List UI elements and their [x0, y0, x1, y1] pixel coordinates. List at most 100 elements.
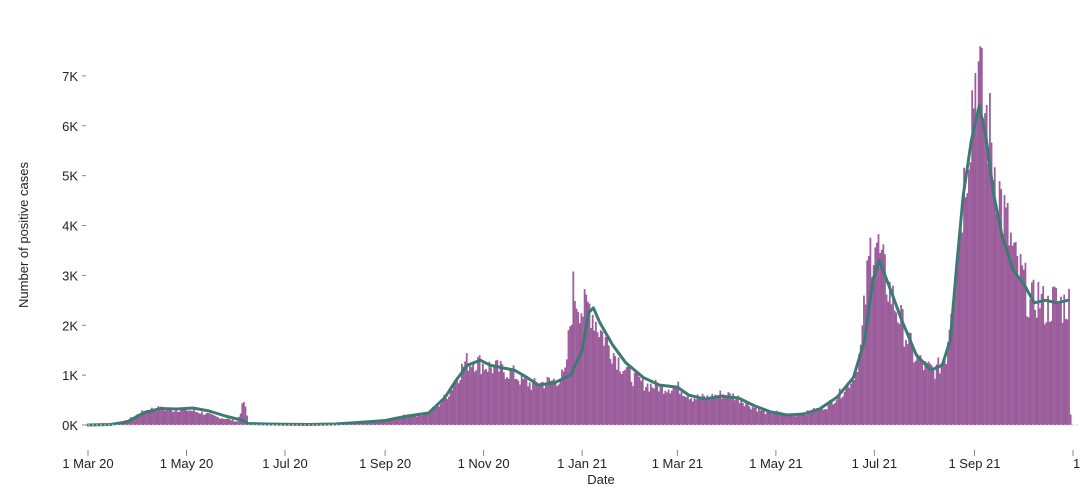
daily-cases-bar	[614, 356, 617, 425]
daily-cases-bar	[176, 411, 179, 425]
daily-cases-bar	[848, 387, 851, 425]
daily-cases-bar	[775, 410, 778, 425]
daily-cases-bar	[698, 397, 701, 425]
daily-cases-bar	[599, 330, 602, 425]
daily-cases-bar	[1069, 414, 1072, 425]
x-tick-label: 1 N	[1073, 456, 1080, 471]
daily-cases-bar	[420, 415, 423, 425]
daily-cases-bar	[150, 407, 153, 425]
daily-cases-bar	[202, 414, 205, 425]
daily-cases-bar	[412, 415, 415, 425]
daily-cases-bar	[433, 407, 436, 425]
daily-cases-bar	[407, 415, 410, 425]
daily-cases-bar	[771, 413, 773, 425]
daily-cases-bar	[246, 415, 249, 425]
daily-cases-bar	[772, 413, 775, 425]
x-axis-title: Date	[587, 472, 614, 487]
y-tick-label: 0K	[62, 418, 78, 433]
daily-cases-bar	[864, 304, 867, 425]
daily-cases-bar	[226, 418, 229, 425]
daily-cases-bar	[909, 332, 912, 425]
daily-cases-bar	[546, 376, 549, 425]
daily-cases-bar	[843, 391, 846, 425]
daily-cases-bar	[1035, 317, 1038, 425]
daily-cases-bar	[729, 393, 731, 425]
daily-cases-bar	[473, 371, 476, 425]
daily-cases-bar	[711, 393, 714, 425]
daily-cases-bar	[867, 255, 870, 425]
daily-cases-bar	[142, 412, 145, 425]
daily-cases-bar	[738, 403, 741, 425]
x-tick-label: 1 Sep 21	[948, 456, 1000, 471]
daily-cases-bar	[887, 301, 890, 425]
daily-cases-bar	[927, 361, 930, 425]
daily-cases-bar	[205, 412, 208, 425]
daily-cases-bar	[1060, 296, 1062, 425]
x-tick-label: 1 May 21	[749, 456, 802, 471]
y-tick-label: 2K	[62, 318, 78, 333]
daily-cases-bar	[1045, 322, 1048, 425]
daily-cases-bar	[958, 234, 961, 425]
daily-cases-bar	[533, 378, 536, 425]
daily-cases-bar	[872, 265, 875, 425]
daily-cases-bar	[829, 400, 831, 425]
daily-cases-bar	[564, 367, 567, 425]
daily-cases-bar	[691, 401, 694, 425]
daily-cases-bar	[457, 383, 460, 425]
daily-cases-bar	[888, 281, 891, 425]
daily-cases-bar	[209, 413, 211, 425]
x-tick-label: 1 Jan 21	[557, 456, 607, 471]
daily-cases-bar	[1021, 265, 1024, 425]
daily-cases-bar	[906, 343, 909, 425]
daily-cases-bar	[637, 374, 639, 425]
daily-cases-bar	[905, 339, 907, 425]
daily-cases-bar	[706, 395, 709, 425]
daily-cases-bar	[462, 366, 465, 425]
daily-cases-bar	[218, 418, 221, 425]
daily-cases-bar	[830, 400, 833, 425]
daily-cases-bar	[814, 411, 817, 425]
daily-cases-bar	[982, 118, 985, 425]
daily-cases-bar	[858, 354, 860, 425]
daily-cases-bar	[1039, 308, 1041, 425]
daily-cases-bar	[1063, 294, 1066, 425]
daily-cases-bar	[661, 384, 663, 425]
line-layer	[86, 104, 1070, 427]
daily-cases-bar	[593, 330, 596, 425]
daily-cases-bar	[682, 396, 684, 425]
daily-cases-bar	[243, 401, 245, 425]
daily-cases-bar	[141, 410, 144, 425]
daily-cases-bar	[719, 390, 722, 425]
daily-cases-bar	[446, 399, 449, 425]
daily-cases-bar	[969, 162, 972, 425]
daily-cases-bar	[1050, 320, 1053, 425]
daily-cases-bar	[937, 357, 940, 425]
daily-cases-bar	[880, 249, 883, 425]
daily-cases-bar	[793, 414, 796, 425]
daily-cases-bar	[813, 408, 815, 425]
daily-cases-bar	[971, 90, 974, 425]
daily-cases-bar	[777, 412, 780, 425]
daily-cases-bar	[708, 397, 710, 425]
daily-cases-bar	[509, 367, 512, 425]
daily-cases-bar	[230, 420, 232, 425]
daily-cases-bar	[449, 389, 452, 425]
daily-cases-bar	[761, 409, 764, 425]
daily-cases-bar	[1031, 282, 1033, 425]
daily-cases-bar	[588, 303, 591, 425]
daily-cases-bar	[959, 229, 962, 425]
daily-cases-bar	[666, 392, 668, 425]
daily-cases-bar	[540, 382, 542, 425]
daily-cases-bar	[443, 394, 446, 425]
daily-cases-bar	[792, 416, 794, 425]
daily-cases-bar	[377, 420, 379, 425]
daily-cases-bar	[977, 61, 980, 425]
daily-cases-bar	[511, 370, 513, 425]
daily-cases-bar	[1055, 287, 1057, 425]
daily-cases-bar	[985, 104, 988, 425]
daily-cases-bar	[231, 419, 234, 425]
daily-cases-bar	[654, 379, 657, 425]
daily-cases-bar	[144, 412, 147, 425]
daily-cases-bar	[1001, 234, 1004, 425]
